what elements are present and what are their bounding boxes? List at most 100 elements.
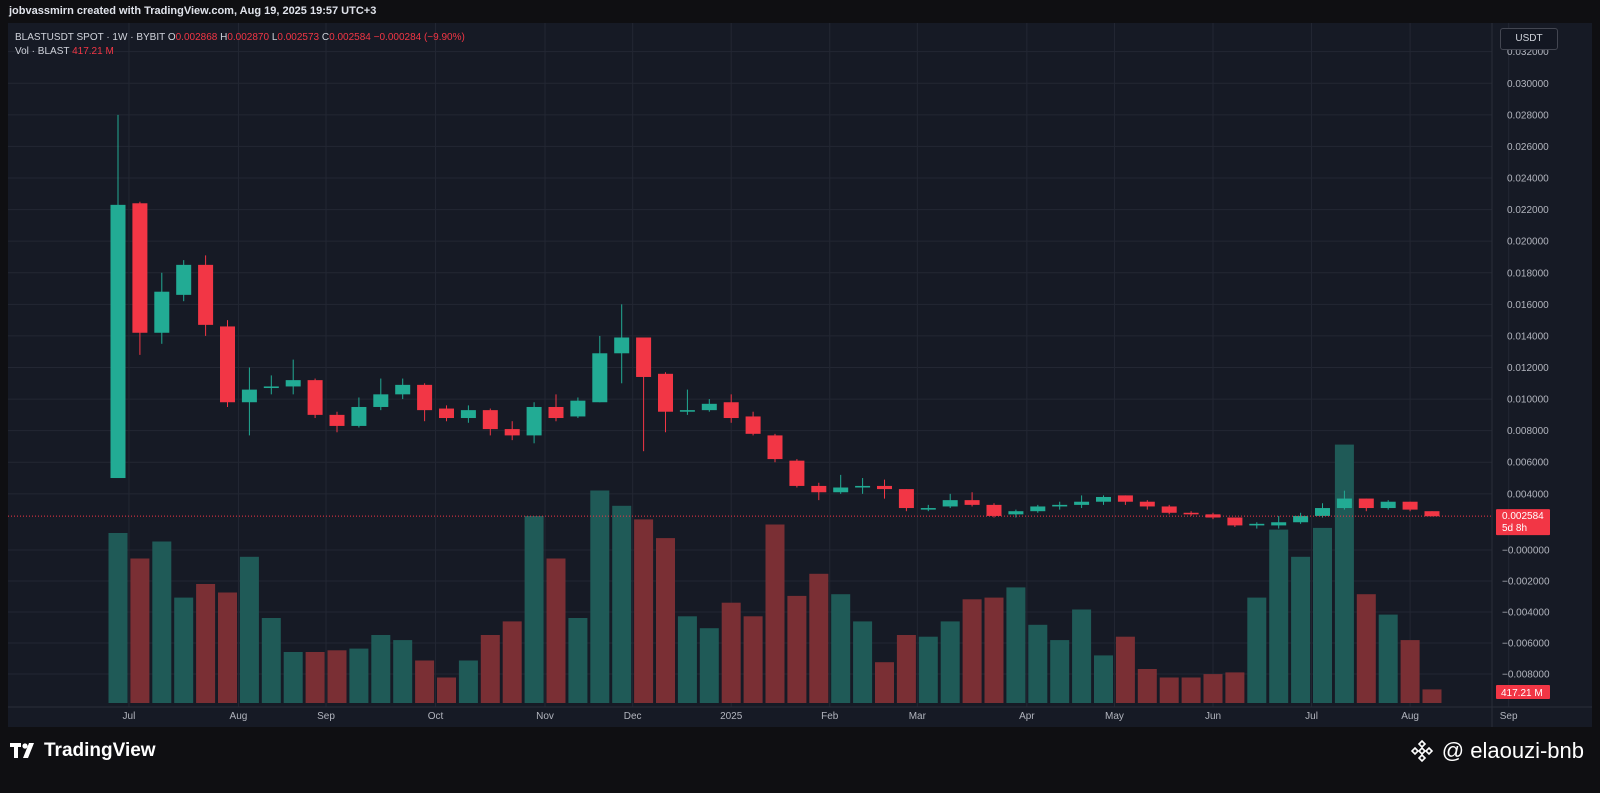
y-axis-tick-label: 0.030000	[1507, 79, 1549, 90]
candle-body[interactable]	[417, 384, 433, 411]
candle-body[interactable]	[1117, 495, 1133, 502]
volume-bar	[415, 660, 435, 703]
volume-bar	[1028, 624, 1048, 703]
volume-bar	[612, 505, 632, 703]
candle-body[interactable]	[898, 489, 914, 509]
candle-body[interactable]	[789, 460, 805, 486]
candle-body[interactable]	[701, 403, 717, 411]
y-axis-tick-label: −0.002000	[1502, 577, 1550, 588]
candle-body[interactable]	[285, 380, 301, 387]
currency-button[interactable]: USDT	[1500, 28, 1558, 50]
volume-bar	[261, 618, 281, 703]
candle-body[interactable]	[504, 429, 520, 436]
y-axis-tick-label: 0.032000	[1507, 47, 1549, 58]
candle-body[interactable]	[395, 384, 411, 395]
candle-body[interactable]	[460, 410, 476, 419]
candle-body[interactable]	[745, 416, 761, 434]
x-axis-tick-label: Jul	[1305, 711, 1318, 722]
candle-body[interactable]	[1183, 512, 1199, 515]
watermark-text: @ elaouzi-bnb	[1441, 738, 1584, 763]
legend-volume-row: Vol · BLAST 417.21 M	[15, 45, 465, 59]
candle-body[interactable]	[942, 500, 958, 507]
candle-body[interactable]	[176, 264, 192, 295]
candle-body[interactable]	[154, 291, 170, 333]
volume-bar	[721, 602, 741, 703]
candle-body[interactable]	[1030, 506, 1046, 512]
candle-body[interactable]	[132, 203, 148, 333]
volume-bar	[349, 648, 369, 703]
candle-body[interactable]	[1249, 523, 1265, 526]
candle-body[interactable]	[307, 380, 323, 415]
candle-body[interactable]	[548, 406, 564, 419]
volume-bar	[831, 594, 851, 703]
volume-bar	[305, 652, 325, 703]
volume-bar	[809, 573, 829, 703]
candle-body[interactable]	[986, 504, 1002, 516]
candle-body[interactable]	[241, 389, 257, 403]
volume-bar	[1291, 556, 1311, 703]
candle-body[interactable]	[220, 326, 235, 403]
candle-body[interactable]	[1008, 511, 1024, 515]
legend-change: −0.000284 (−9.90%)	[373, 32, 465, 43]
candle-body[interactable]	[373, 394, 389, 407]
candle-body[interactable]	[1096, 496, 1111, 502]
candle-body[interactable]	[1139, 501, 1155, 507]
candle-body[interactable]	[1074, 501, 1090, 505]
candle-body[interactable]	[198, 264, 214, 325]
candle-body[interactable]	[833, 487, 849, 493]
legend-low-label: L	[271, 32, 278, 43]
tradingview-logo[interactable]: TradingView	[10, 740, 156, 762]
candle-body[interactable]	[351, 406, 367, 426]
candle-body[interactable]	[636, 337, 652, 377]
candle-body[interactable]	[767, 435, 783, 460]
volume-bar	[568, 618, 588, 703]
candle-body[interactable]	[1161, 506, 1177, 513]
candle-body[interactable]	[263, 386, 279, 389]
volume-bar	[1050, 640, 1070, 703]
candle-body[interactable]	[1205, 514, 1221, 518]
x-axis-tick-label: Sep	[317, 711, 335, 722]
candle-body[interactable]	[855, 485, 871, 488]
x-axis-tick-label: Jul	[123, 711, 136, 722]
y-axis-tick-label: 0.004000	[1507, 489, 1549, 500]
candle-body[interactable]	[658, 373, 673, 412]
candle-body[interactable]	[1227, 517, 1243, 526]
candle-body[interactable]	[1380, 501, 1396, 509]
candle-body[interactable]	[920, 508, 936, 510]
candle-body[interactable]	[1052, 504, 1068, 507]
candle-body[interactable]	[1336, 498, 1352, 509]
candle-body[interactable]	[1402, 501, 1418, 510]
candle-body[interactable]	[877, 485, 892, 490]
candle-body[interactable]	[679, 410, 695, 412]
volume-bar	[896, 635, 916, 703]
legend-volume-label[interactable]: Vol · BLAST	[15, 46, 70, 57]
last-price-tag	[1496, 509, 1550, 536]
legend-open-value: 0.002868	[175, 32, 218, 43]
chart-area[interactable]: 0.032000 0.030000 0.028000 0.026000 0.024000…	[8, 23, 1592, 727]
candle-body[interactable]	[439, 408, 454, 419]
candle-body[interactable]	[482, 410, 498, 430]
candle-body[interactable]	[592, 353, 608, 403]
legend-ohlc-row: BLASTUSDT SPOT · 1W · BYBIT O0.002868 H0…	[15, 31, 465, 45]
candle-body[interactable]	[811, 485, 827, 493]
candle-body[interactable]	[110, 204, 126, 479]
candle-body[interactable]	[1424, 511, 1440, 517]
candle-body[interactable]	[1293, 515, 1309, 523]
candle-body[interactable]	[723, 402, 739, 419]
y-axis-tick-label: −0.008000	[1502, 670, 1550, 681]
candle-body[interactable]	[964, 500, 980, 505]
volume-bar	[699, 628, 719, 703]
candle-body[interactable]	[1358, 498, 1374, 509]
candlestick-chart[interactable]: 0.032000 0.030000 0.028000 0.026000 0.024000…	[8, 23, 1592, 727]
bar-countdown: 5d 8h	[1502, 523, 1527, 534]
volume-bar	[656, 538, 675, 703]
candle-body[interactable]	[526, 406, 542, 436]
candle-body[interactable]	[329, 414, 345, 426]
candle-body[interactable]	[614, 337, 630, 354]
legend-symbol[interactable]: BLASTUSDT SPOT · 1W · BYBIT	[15, 32, 166, 43]
volume-bar	[480, 635, 500, 703]
candle-body[interactable]	[570, 400, 586, 417]
candle-body[interactable]	[1315, 508, 1330, 516]
candle-body[interactable]	[1271, 522, 1287, 526]
y-axis-tick-label: 0.020000	[1507, 237, 1549, 248]
